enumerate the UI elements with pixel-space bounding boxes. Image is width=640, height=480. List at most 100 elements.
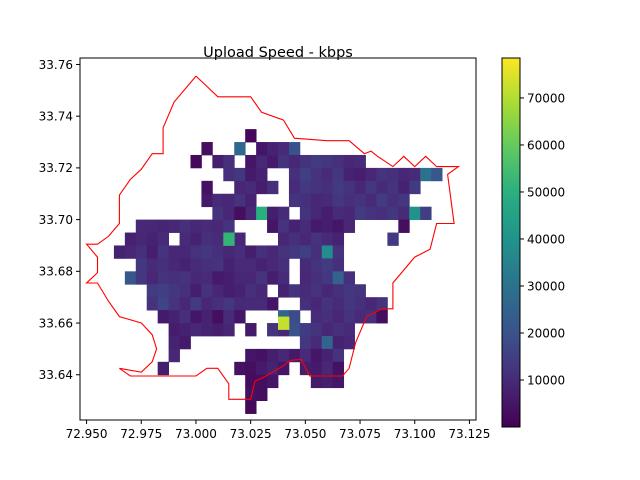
x-tick-label: 73.100 bbox=[394, 427, 436, 441]
heatmap-cell bbox=[179, 310, 191, 324]
heatmap-cell bbox=[146, 232, 159, 246]
heatmap-cell bbox=[201, 297, 213, 311]
heatmap-cell bbox=[190, 258, 202, 272]
heatmap-cell bbox=[343, 297, 355, 311]
heatmap-cell bbox=[365, 193, 377, 208]
colorbar: 10000 20000 30000 40000 50000 60000 70000 bbox=[501, 57, 565, 428]
heatmap-cell bbox=[146, 297, 159, 311]
heatmap-cell bbox=[332, 374, 345, 389]
heatmap-cell bbox=[321, 284, 334, 298]
heatmap-cell bbox=[299, 232, 312, 246]
heatmap-cell bbox=[234, 361, 246, 376]
heatmap-cell bbox=[212, 271, 224, 285]
heatmap-cell bbox=[201, 310, 213, 324]
heatmap-cell bbox=[299, 219, 312, 233]
heatmap-cell bbox=[343, 180, 355, 195]
heatmap-cell bbox=[157, 284, 170, 298]
heatmap-cell bbox=[354, 193, 366, 208]
heatmap-cell bbox=[135, 258, 148, 272]
heatmap-cell bbox=[234, 167, 246, 182]
heatmap-cell bbox=[354, 206, 366, 221]
heatmap-cell bbox=[278, 348, 290, 363]
heatmap-cell bbox=[332, 219, 345, 233]
x-tick-label: 72.975 bbox=[120, 427, 162, 441]
heatmap-cell bbox=[223, 154, 235, 169]
heatmap-cell bbox=[234, 245, 246, 259]
heatmap-cell bbox=[157, 361, 170, 376]
heatmap-cell bbox=[267, 219, 279, 233]
heatmap-cell bbox=[256, 361, 268, 376]
heatmap-cell bbox=[135, 232, 148, 246]
heatmap-cell bbox=[146, 258, 159, 272]
heatmap-cell bbox=[223, 297, 235, 311]
heatmap-cell bbox=[146, 219, 159, 233]
heatmap-cell bbox=[223, 232, 235, 246]
heatmap-cell bbox=[278, 271, 290, 285]
heatmap-cell bbox=[157, 258, 170, 272]
heatmap-cell bbox=[310, 219, 323, 233]
heatmap-cell bbox=[267, 323, 279, 337]
heatmap-cell bbox=[278, 361, 290, 376]
heatmap-cell bbox=[310, 271, 323, 285]
heatmap-cell bbox=[278, 316, 290, 330]
heatmap-cell bbox=[409, 206, 421, 221]
heatmap-cell bbox=[310, 193, 323, 208]
heatmap-cell bbox=[376, 206, 388, 221]
heatmap-cell bbox=[157, 310, 170, 324]
heatmap-cell bbox=[288, 245, 301, 259]
heatmap-cell bbox=[179, 219, 191, 233]
y-axis: 33.64 33.66 33.68 33.70 33.72 33.74 33.76 bbox=[39, 58, 80, 382]
heatmap-cell bbox=[288, 167, 301, 182]
y-tick-label: 33.70 bbox=[39, 213, 73, 227]
heatmap-cell bbox=[157, 232, 170, 246]
heatmap-cell bbox=[310, 361, 323, 376]
heatmap-cell bbox=[267, 374, 279, 389]
heatmap-cell bbox=[245, 297, 257, 311]
heatmap-cell bbox=[420, 167, 432, 182]
colorbar-tick-label: 70000 bbox=[527, 91, 565, 105]
heatmap-cell bbox=[343, 154, 355, 169]
heatmap-cell bbox=[267, 245, 279, 259]
heatmap-cell bbox=[234, 142, 246, 156]
heatmap-cell bbox=[190, 297, 202, 311]
heatmap-cell bbox=[179, 323, 191, 337]
heatmap-cell bbox=[299, 154, 312, 169]
heatmap-cell bbox=[398, 219, 410, 233]
heatmap-cell bbox=[201, 258, 213, 272]
heatmap-cell bbox=[267, 154, 279, 169]
heatmap-cell bbox=[234, 258, 246, 272]
chart-title: Upload Speed - kbps bbox=[203, 45, 353, 61]
heatmap-cell bbox=[234, 284, 246, 298]
x-tick-label: 73.025 bbox=[230, 427, 272, 441]
heatmap-cell bbox=[212, 284, 224, 298]
heatmap-cell bbox=[135, 271, 148, 285]
heatmap-cell bbox=[256, 142, 268, 156]
heatmap-cell bbox=[310, 335, 323, 350]
heatmap-cell bbox=[321, 335, 334, 350]
heatmap-cell bbox=[278, 206, 290, 221]
boundary-outline bbox=[85, 75, 461, 400]
heatmap-cell bbox=[332, 271, 345, 285]
heatmap-cell bbox=[387, 167, 399, 182]
heatmap-cell bbox=[299, 348, 312, 363]
heatmap-cell bbox=[310, 167, 323, 182]
heatmap-cell bbox=[299, 180, 312, 195]
heatmap-cell bbox=[234, 180, 246, 195]
heatmap-cell bbox=[157, 219, 170, 233]
heatmap-cell bbox=[332, 284, 345, 298]
heatmap-cell bbox=[332, 348, 345, 363]
heatmap-cell bbox=[190, 245, 202, 259]
colorbar-tick-label: 40000 bbox=[527, 232, 565, 246]
heatmap-cell bbox=[168, 348, 180, 363]
heatmap-cell bbox=[398, 180, 410, 195]
heatmap-cell bbox=[179, 297, 191, 311]
heatmap-cell bbox=[409, 180, 421, 195]
colorbar-tick-label: 10000 bbox=[527, 373, 565, 387]
heatmap-cell bbox=[223, 271, 235, 285]
heatmap-cell bbox=[234, 232, 246, 246]
heatmap-cell bbox=[124, 245, 137, 259]
heatmap-cell bbox=[321, 348, 334, 363]
heatmap-cell bbox=[376, 297, 388, 311]
x-axis: 72.950 72.975 73.000 73.025 73.050 73.075 73.1… bbox=[66, 420, 490, 441]
